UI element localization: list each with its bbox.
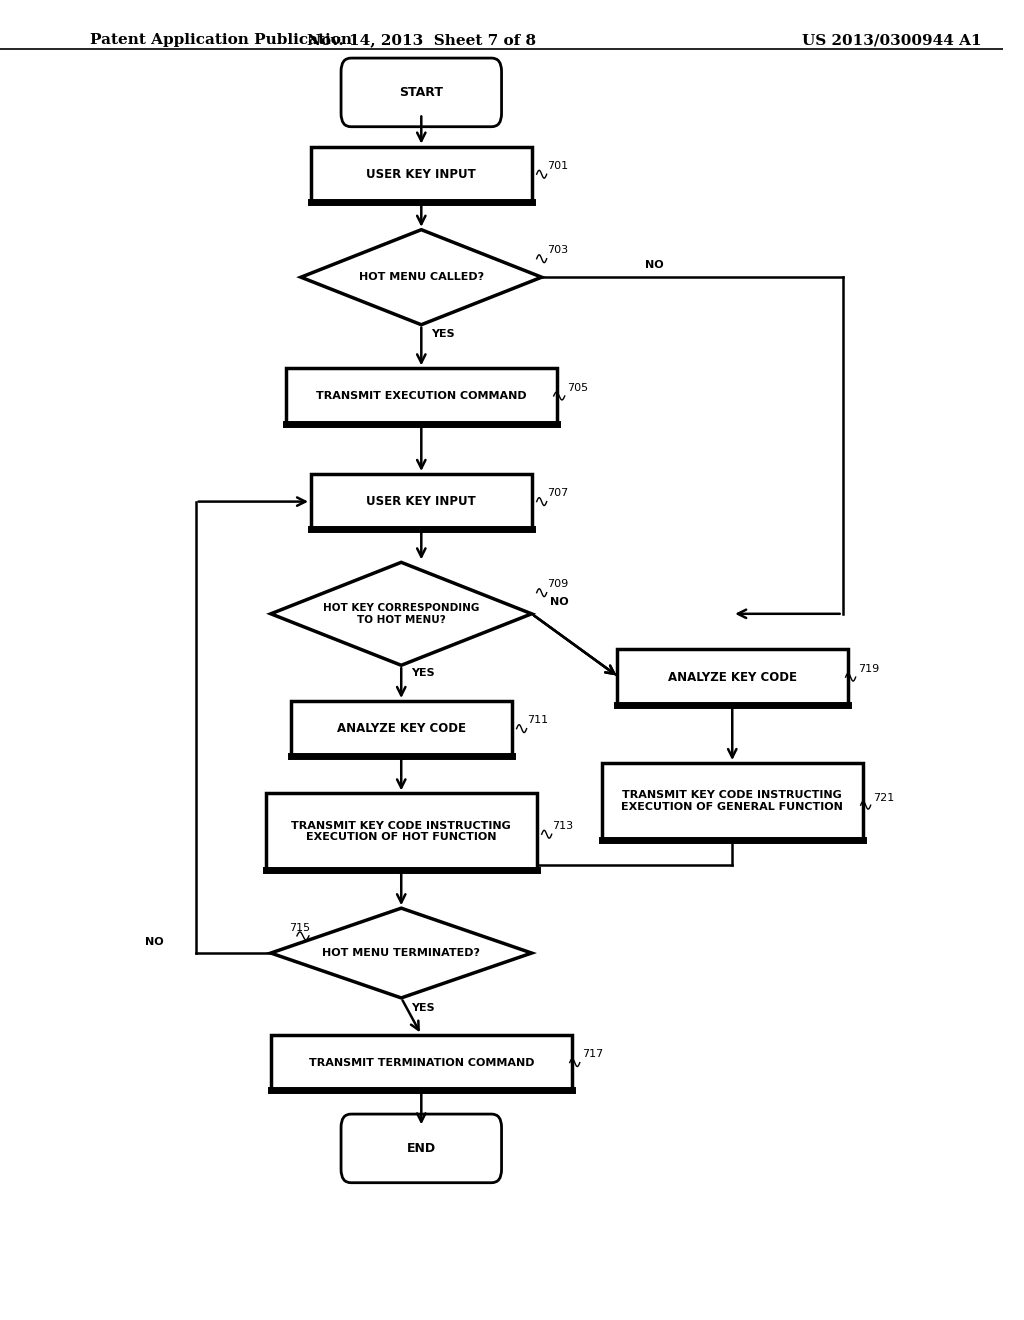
Text: 701: 701 [547,161,568,172]
Text: TRANSMIT KEY CODE INSTRUCTING
EXECUTION OF HOT FUNCTION: TRANSMIT KEY CODE INSTRUCTING EXECUTION … [292,821,511,842]
Polygon shape [270,908,531,998]
Bar [616,649,848,705]
Text: Patent Application Publication: Patent Application Publication [90,33,352,48]
Bar [270,1035,571,1090]
Bar [311,474,531,529]
Text: NO: NO [550,597,568,607]
Text: 707: 707 [547,488,568,499]
Bar [311,147,531,202]
Text: TRANSMIT TERMINATION COMMAND: TRANSMIT TERMINATION COMMAND [308,1057,535,1068]
Text: YES: YES [431,329,455,339]
Text: 713: 713 [552,821,572,832]
Text: END: END [407,1142,436,1155]
Text: Nov. 14, 2013  Sheet 7 of 8: Nov. 14, 2013 Sheet 7 of 8 [307,33,536,48]
Text: NO: NO [645,260,664,271]
Text: 705: 705 [566,383,588,393]
Text: US 2013/0300944 A1: US 2013/0300944 A1 [803,33,982,48]
Text: ANALYZE KEY CODE: ANALYZE KEY CODE [337,722,466,735]
Text: YES: YES [412,1003,435,1014]
FancyBboxPatch shape [341,58,502,127]
Text: HOT KEY CORRESPONDING
TO HOT MENU?: HOT KEY CORRESPONDING TO HOT MENU? [323,603,479,624]
Bar [602,763,862,840]
Text: ANALYZE KEY CODE: ANALYZE KEY CODE [668,671,797,684]
Text: HOT MENU CALLED?: HOT MENU CALLED? [358,272,484,282]
Text: TRANSMIT KEY CODE INSTRUCTING
EXECUTION OF GENERAL FUNCTION: TRANSMIT KEY CODE INSTRUCTING EXECUTION … [622,791,843,812]
Text: 715: 715 [289,923,310,933]
Bar [266,793,537,870]
Text: 717: 717 [582,1049,603,1060]
Text: YES: YES [412,668,435,678]
Bar [286,368,557,424]
FancyBboxPatch shape [341,1114,502,1183]
Text: HOT MENU TERMINATED?: HOT MENU TERMINATED? [323,948,480,958]
Text: NO: NO [145,937,164,948]
Text: 711: 711 [526,715,548,726]
Text: 703: 703 [547,246,568,256]
Text: 709: 709 [547,579,568,590]
Text: 721: 721 [872,793,894,804]
Text: FIG. 7: FIG. 7 [388,73,455,91]
Text: START: START [399,86,443,99]
Bar [291,701,512,756]
Polygon shape [301,230,542,325]
Text: USER KEY INPUT: USER KEY INPUT [367,168,476,181]
Polygon shape [270,562,531,665]
Text: TRANSMIT EXECUTION COMMAND: TRANSMIT EXECUTION COMMAND [316,391,526,401]
Text: USER KEY INPUT: USER KEY INPUT [367,495,476,508]
Text: 719: 719 [858,664,879,675]
